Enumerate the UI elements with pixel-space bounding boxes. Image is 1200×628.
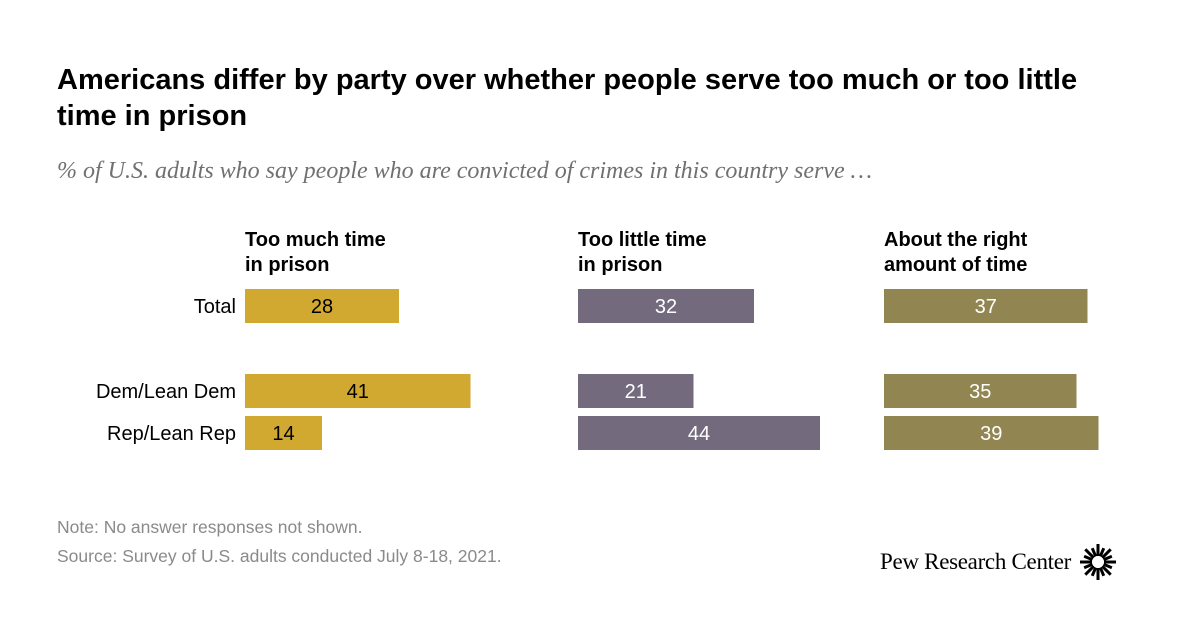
sunburst-ray bbox=[1098, 566, 1106, 577]
data-label: 32 bbox=[655, 296, 677, 318]
series-header: in prison bbox=[245, 254, 329, 276]
series-header: Too little time bbox=[578, 229, 707, 251]
bar bbox=[884, 374, 1077, 408]
pew-sunburst-icon bbox=[1080, 544, 1117, 580]
bar bbox=[245, 289, 399, 323]
series-header: in prison bbox=[578, 254, 662, 276]
bar bbox=[245, 416, 322, 450]
logo-text: Pew Research Center bbox=[880, 549, 1072, 574]
data-label: 28 bbox=[311, 296, 333, 318]
chart-note: Note: No answer responses not shown. bbox=[57, 517, 363, 537]
bar bbox=[884, 416, 1099, 450]
data-label: 41 bbox=[347, 381, 369, 403]
bar bbox=[245, 374, 471, 408]
chart-source: Source: Survey of U.S. adults conducted … bbox=[57, 546, 502, 567]
category-label: Rep/Lean Rep bbox=[107, 423, 236, 445]
bar bbox=[578, 374, 694, 408]
data-label: 35 bbox=[969, 381, 991, 403]
sunburst-ray bbox=[1084, 548, 1095, 559]
data-label: 44 bbox=[688, 423, 710, 445]
sunburst-ray bbox=[1084, 565, 1095, 576]
sunburst-ray bbox=[1101, 548, 1112, 559]
sunburst-ray bbox=[1102, 554, 1113, 562]
bar-chart: Total Dem/Lean Dem Rep/Lean Rep Too much ti… bbox=[96, 229, 1099, 450]
sunburst-ray bbox=[1090, 547, 1098, 558]
category-label: Total bbox=[194, 296, 236, 318]
series-header: Too much time bbox=[245, 229, 386, 251]
sunburst-ray bbox=[1083, 554, 1094, 562]
data-label: 14 bbox=[272, 423, 294, 445]
sunburst-ray bbox=[1083, 562, 1094, 570]
data-label: 21 bbox=[625, 381, 647, 403]
chart-subtitle: % of U.S. adults who say people who are … bbox=[57, 158, 872, 184]
bar bbox=[578, 416, 820, 450]
data-label: 37 bbox=[975, 296, 997, 318]
source-text: Survey of U.S. adults conducted July 8-1… bbox=[122, 546, 502, 566]
data-label: 39 bbox=[980, 423, 1002, 445]
sunburst-ray bbox=[1098, 547, 1106, 558]
pew-logo: Pew Research Center bbox=[880, 543, 1117, 581]
chart-title: Americans differ by party over whether p… bbox=[57, 64, 1078, 132]
sunburst-ray bbox=[1090, 566, 1098, 577]
series-header: About the right bbox=[884, 229, 1028, 251]
series-header: amount of time bbox=[884, 254, 1027, 276]
sunburst-ray bbox=[1101, 565, 1112, 576]
category-label: Dem/Lean Dem bbox=[96, 381, 236, 403]
sunburst-ray bbox=[1102, 562, 1113, 570]
bar bbox=[884, 289, 1088, 323]
bar bbox=[578, 289, 754, 323]
source-label: Source: bbox=[57, 546, 123, 566]
